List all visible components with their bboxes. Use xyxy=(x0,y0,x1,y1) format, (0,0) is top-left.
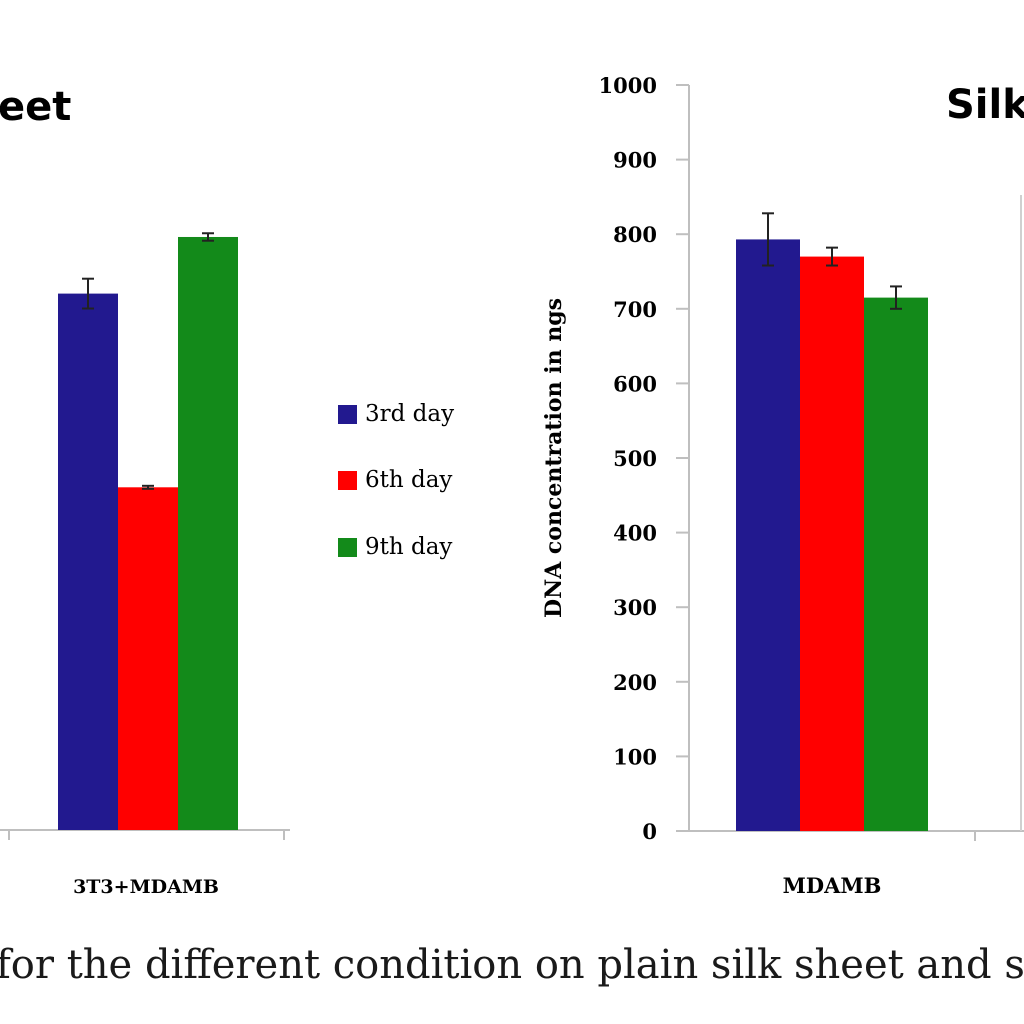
y-tick-label: 300 xyxy=(613,595,657,620)
legend-swatch-6th-day xyxy=(338,471,357,490)
right-chart: Silk 0 100 200 300 400 500 600 700 800 900 1000 DN… xyxy=(541,73,1024,898)
left-chart-title: eet xyxy=(0,84,71,130)
legend-label-6th-day: 6th day xyxy=(365,467,452,493)
y-tick-label: 600 xyxy=(613,371,657,396)
legend-label-9th-day: 9th day xyxy=(365,534,452,560)
left-category-label: 3T3+MDAMB xyxy=(73,876,219,898)
right-bar-6th-day xyxy=(800,256,864,832)
left-bar-3rd-day xyxy=(58,293,118,831)
y-tick-label: 400 xyxy=(613,521,657,546)
legend-swatch-3rd-day xyxy=(338,405,357,424)
legend: 3rd day 6th day 9th day xyxy=(338,401,454,560)
right-chart-title: Silk xyxy=(946,82,1024,128)
y-tick-label: 0 xyxy=(642,819,657,844)
right-bar-9th-day xyxy=(864,297,928,831)
left-error-bar-6th-day xyxy=(142,484,154,490)
y-tick-label: 500 xyxy=(613,446,657,471)
right-bars xyxy=(736,212,928,832)
legend-swatch-9th-day xyxy=(338,538,357,557)
left-chart: eet 3T3+MDAMB xyxy=(0,84,290,898)
right-category-label: MDAMB xyxy=(783,873,882,898)
y-tick-label: 200 xyxy=(613,670,657,695)
y-tick-label: 1000 xyxy=(599,73,657,98)
left-bar-6th-day xyxy=(118,487,178,830)
left-error-bar-3rd-day xyxy=(82,277,94,310)
y-tick-label: 700 xyxy=(613,297,657,322)
right-error-bar-9th-day xyxy=(890,285,902,310)
left-bars xyxy=(58,232,238,831)
right-error-bar-3rd-day xyxy=(762,212,774,267)
y-tick-label: 100 xyxy=(613,744,657,769)
right-y-ticks: 0 100 200 300 400 500 600 700 800 900 1000 xyxy=(599,73,689,844)
y-tick-label: 800 xyxy=(613,222,657,247)
right-bar-3rd-day xyxy=(736,239,800,831)
left-error-bar-9th-day xyxy=(202,232,214,242)
figure-caption: for the different condition on plain sil… xyxy=(0,942,1024,988)
right-error-bar-6th-day xyxy=(826,246,838,267)
legend-label-3rd-day: 3rd day xyxy=(365,401,454,427)
left-bar-9th-day xyxy=(178,236,238,831)
y-tick-label: 900 xyxy=(613,148,657,173)
right-y-axis-label: DNA concentration in ngs xyxy=(541,298,567,618)
